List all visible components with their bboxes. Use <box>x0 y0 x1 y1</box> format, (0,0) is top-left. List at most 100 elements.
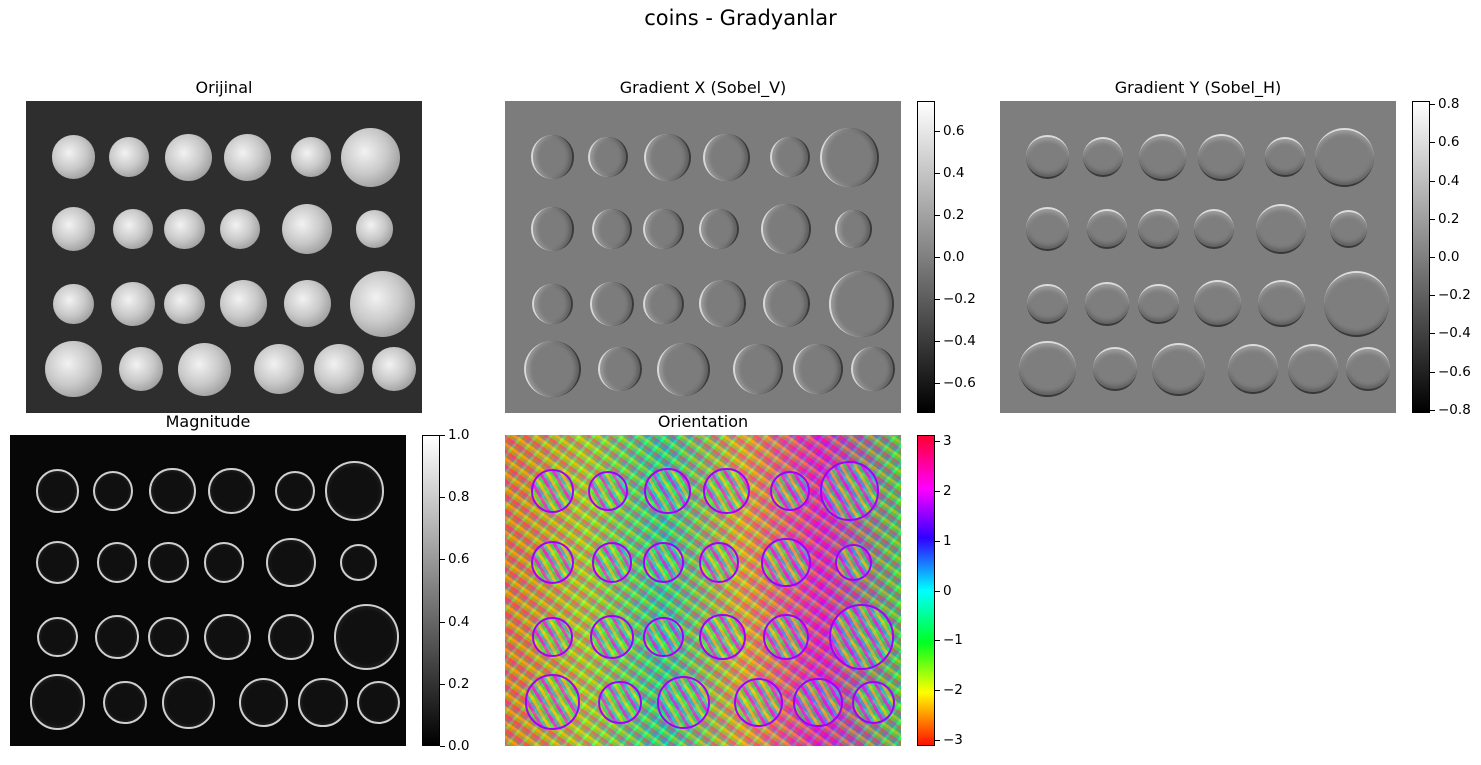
colorbar-tick <box>1430 180 1435 182</box>
coin <box>148 616 189 658</box>
coin <box>656 676 710 729</box>
coin <box>698 208 740 250</box>
coin <box>769 136 811 178</box>
coin <box>339 543 378 582</box>
colorbar-tick-label: 0.0 <box>448 738 470 754</box>
colorbar-tick-label: 0.4 <box>943 165 965 182</box>
colorbar-tick-label: 1 <box>943 532 952 549</box>
colorbar-tick <box>1430 409 1435 411</box>
colorbar-tick-label: 0.8 <box>448 489 470 506</box>
coin <box>828 271 895 337</box>
coin <box>819 127 880 187</box>
colorbar-tick <box>935 739 940 741</box>
coin <box>587 470 629 512</box>
coin <box>524 341 581 398</box>
colorbar-tick <box>1430 104 1435 106</box>
coin <box>1314 127 1375 187</box>
coin <box>35 540 80 585</box>
coin <box>598 680 642 725</box>
colorbar-tick-label: −2 <box>943 682 963 699</box>
coin <box>1228 344 1279 395</box>
coin <box>828 604 895 670</box>
coin <box>819 461 880 521</box>
coin <box>103 680 147 725</box>
panel-original-title: Orijinal <box>195 78 253 97</box>
coin <box>45 341 102 398</box>
coin <box>834 543 873 582</box>
coin <box>733 344 784 395</box>
colorbar-tick-label: −3 <box>943 731 963 748</box>
coin <box>1198 133 1246 181</box>
colorbar-tick-label: 0 <box>943 582 952 599</box>
coin <box>530 135 575 179</box>
coin <box>164 133 212 181</box>
coin <box>644 467 691 515</box>
coin <box>51 207 96 251</box>
colorbar-tick-label: 0.2 <box>448 675 470 692</box>
coin <box>219 208 261 250</box>
colorbar-tick <box>1430 257 1435 258</box>
coin <box>643 616 684 658</box>
coin <box>224 133 272 181</box>
colorbar-tick <box>935 540 940 542</box>
coin <box>587 136 629 178</box>
coin <box>267 613 315 661</box>
coin <box>149 467 196 515</box>
coin <box>762 280 810 328</box>
coin <box>792 677 843 728</box>
coin <box>290 136 332 178</box>
coin <box>524 674 581 731</box>
coin <box>119 347 163 392</box>
colorbar-tick-label: 0.8 <box>1438 96 1460 113</box>
colorbar-tick-label: −0.6 <box>1438 363 1471 380</box>
colorbar-tick <box>935 340 940 342</box>
coin <box>95 615 139 659</box>
coin <box>297 677 348 728</box>
coin <box>1138 133 1186 181</box>
panel-magnitude-title: Magnitude <box>165 412 251 431</box>
colorbar-gradient-x <box>917 101 935 413</box>
coin <box>108 136 150 178</box>
coin <box>356 680 401 725</box>
coin <box>591 542 633 583</box>
coin <box>769 470 811 512</box>
coin <box>699 613 747 661</box>
coin <box>530 540 575 585</box>
colorbar-tick <box>440 621 445 623</box>
coin <box>112 208 154 250</box>
coin <box>590 615 634 659</box>
coin <box>220 280 268 328</box>
colorbar-tick <box>440 746 445 747</box>
coin <box>1019 341 1076 398</box>
colorbar-tick <box>1430 142 1435 144</box>
coin <box>349 271 416 337</box>
coin <box>92 470 134 512</box>
coin <box>532 616 573 658</box>
coin <box>164 208 205 250</box>
colorbar-tick <box>935 690 940 692</box>
coin <box>1027 283 1068 325</box>
coin <box>1346 347 1391 392</box>
coin <box>792 344 843 395</box>
coin <box>340 127 401 187</box>
coin <box>1138 208 1179 250</box>
colorbar-tick-label: 1.0 <box>448 427 470 443</box>
coin <box>282 203 333 254</box>
colorbar-tick <box>1430 371 1435 373</box>
coin <box>1264 136 1306 178</box>
coin <box>643 208 684 250</box>
coin <box>1082 136 1124 178</box>
coin <box>35 469 80 513</box>
coin <box>761 537 812 588</box>
colorbar-orientation <box>917 435 935 746</box>
colorbar-tick-label: 0.6 <box>448 551 470 568</box>
colorbar-tick <box>935 590 940 592</box>
colorbar-tick-label: −0.2 <box>943 290 976 307</box>
coin <box>643 133 691 181</box>
coin <box>1086 208 1128 250</box>
panel-gradient-y-image <box>1000 101 1396 413</box>
colorbar-tick-label: 0.2 <box>943 207 965 224</box>
coin <box>274 470 316 512</box>
coin <box>761 203 812 254</box>
colorbar-tick-label: 0.6 <box>943 123 965 140</box>
